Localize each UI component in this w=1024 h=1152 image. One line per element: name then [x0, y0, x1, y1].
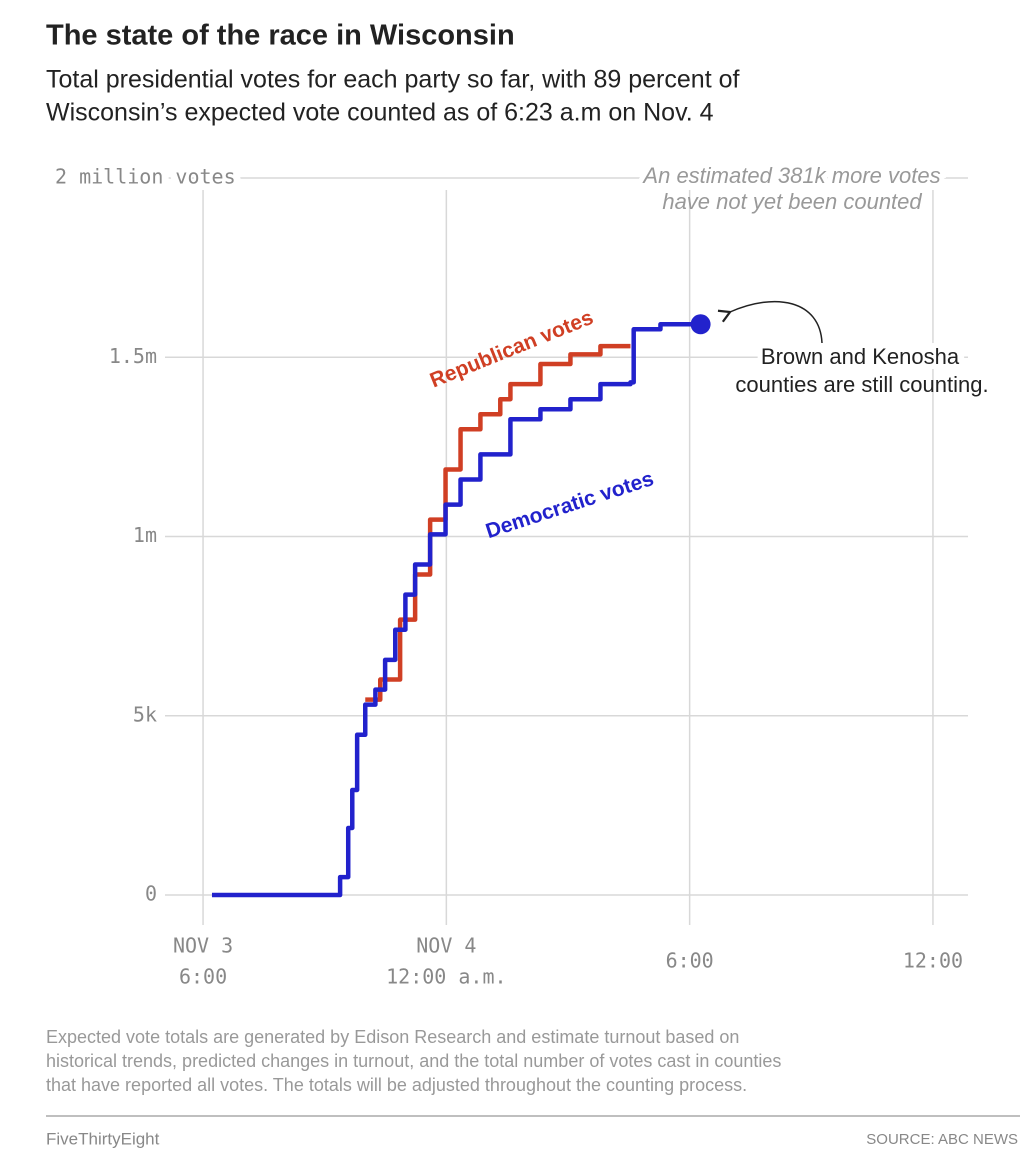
x-tick-label: NOV 4 [416, 934, 476, 958]
annotation: have not yet been counted [662, 189, 922, 214]
subtitle: Total presidential votes for each party … [46, 66, 739, 94]
annotation: An estimated 381k more votes [641, 163, 940, 188]
y-tick-label: 1.5m [109, 344, 157, 368]
y-tick-label: 5k [133, 702, 157, 726]
annotation: counties are still counting. [735, 372, 988, 397]
lines: Republican votes Democratic votes [211, 306, 711, 898]
note: historical trends, predicted changes in … [46, 1051, 781, 1071]
series-line [211, 322, 701, 898]
endpoint-dot [690, 314, 711, 335]
x-tick-label: 6:00 [666, 949, 714, 973]
note: Expected vote totals are generated by Ed… [46, 1027, 739, 1047]
annotation-arrow [717, 300, 823, 344]
x-tick-label: 12:00 a.m. [386, 965, 506, 989]
x-tick-label: 6:00 [179, 965, 227, 989]
subtitle: Wisconsin’s expected vote counted as of … [46, 99, 714, 127]
series-label: Democratic votes [483, 467, 657, 543]
grid: NOV 3 6:00 NOV 4 12:00 a.m. 6:00 12:00 0 5k 1m 1.… [48, 158, 968, 989]
y-tick-label: 0 [145, 882, 157, 906]
x-tick-label: NOV 3 [173, 934, 233, 958]
source: SOURCE: ABC NEWS [866, 1131, 1018, 1148]
x-tick-label: 12:00 [903, 949, 963, 973]
y-tick-label: 1m [133, 523, 157, 547]
series-label: Republican votes [427, 306, 597, 392]
y-tick-label: 2 million votes [55, 165, 236, 189]
brand: FiveThirtyEight [46, 1129, 160, 1148]
chart-title: The state of the race in Wisconsin [46, 20, 515, 52]
note: that have reported all votes. The totals… [46, 1075, 747, 1095]
annotation: Brown and Kenosha [761, 344, 960, 369]
series-line [365, 343, 631, 702]
